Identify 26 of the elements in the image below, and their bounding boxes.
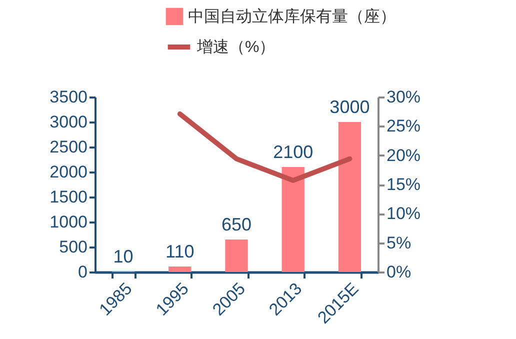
y-tick-label: 3500 [50, 88, 88, 106]
y-tick-label: 1500 [50, 188, 88, 206]
legend-label: 增速（%） [196, 38, 276, 56]
legend-label: 中国自动立体库保有量（座） [188, 8, 396, 26]
bar [168, 266, 192, 272]
bar [338, 122, 362, 272]
bar [225, 240, 248, 272]
data-label: 650 [221, 214, 252, 234]
y-tick-label: 0 [78, 262, 88, 282]
y-tick-label: 3000 [50, 112, 88, 132]
y2-tick-label: 25% [386, 116, 421, 136]
y2-tick-label: 15% [386, 175, 421, 194]
y-tick-label: 2500 [50, 138, 88, 156]
data-label: 2100 [273, 142, 314, 162]
y-tick-label: 500 [59, 238, 88, 256]
data-label: 10 [113, 246, 134, 266]
y-tick-label: 1000 [50, 212, 88, 232]
y2-tick-label: 5% [386, 233, 412, 252]
y2-tick-label: 10% [386, 204, 421, 224]
y2-tick-label: 30% [386, 88, 421, 106]
bar [282, 167, 304, 272]
y-tick-label: 2000 [50, 162, 88, 182]
data-label: 3000 [330, 97, 370, 117]
y2-tick-label: 0% [386, 262, 412, 282]
data-label: 110 [166, 242, 194, 262]
y2-tick-label: 20% [386, 146, 421, 165]
